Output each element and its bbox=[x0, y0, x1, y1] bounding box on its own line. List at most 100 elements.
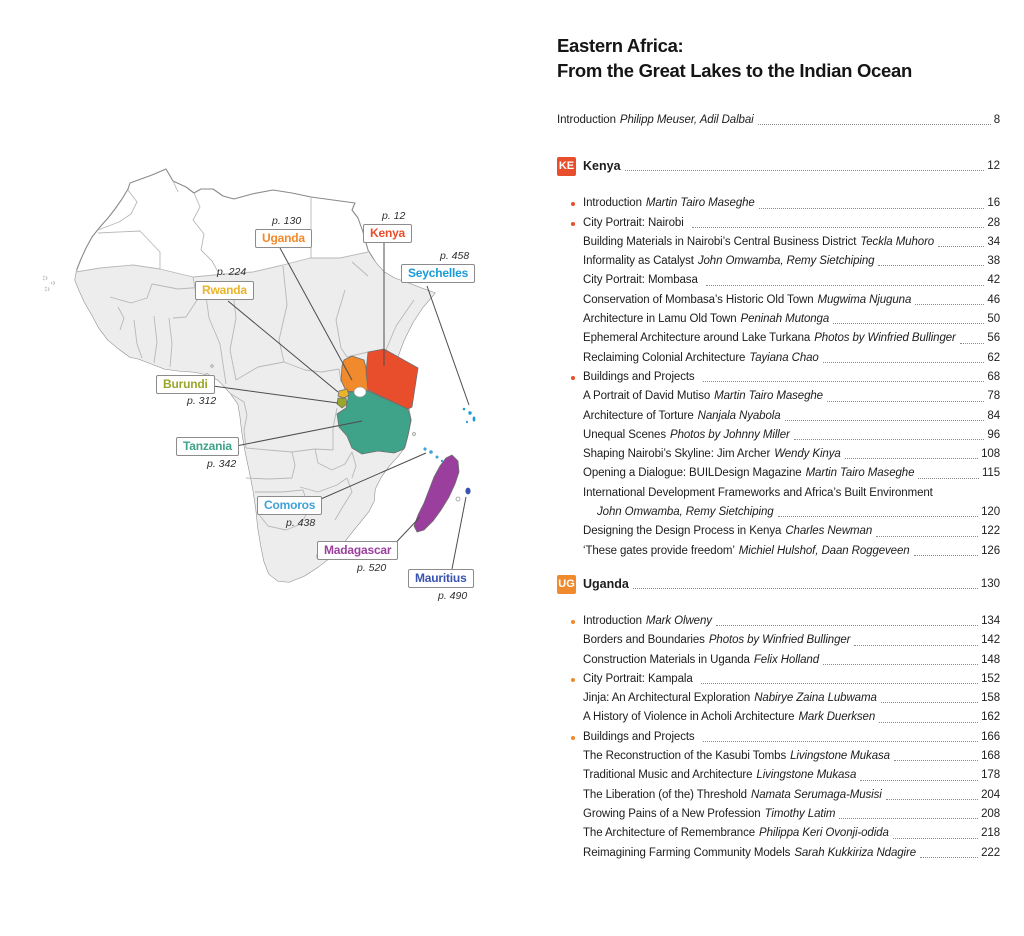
item-title: The Liberation (of the) Threshold bbox=[583, 788, 747, 801]
map-country-label: Uganda bbox=[255, 229, 312, 248]
item-page-number: 122 bbox=[981, 525, 1000, 538]
item-title: Buildings and Projects bbox=[583, 370, 695, 383]
item-title: Construction Materials in Uganda bbox=[583, 653, 750, 666]
country-code-badge: KE bbox=[557, 157, 576, 177]
item-page-number: 115 bbox=[981, 467, 1000, 480]
item-title: Ephemeral Architecture around Lake Turka… bbox=[583, 332, 811, 345]
toc-item: Opening a Dialogue: BUILDesign Magazine M… bbox=[557, 464, 1000, 483]
dotted-leader bbox=[877, 689, 981, 708]
toc-item: Construction Materials in Uganda Felix Ho… bbox=[557, 651, 1000, 670]
toc-sections: KE Kenya 12 Introduction Martin Tairo Mas… bbox=[557, 157, 1000, 863]
dotted-leader bbox=[819, 651, 981, 670]
item-page-number: 108 bbox=[981, 448, 1000, 461]
item-title: Architecture of Torture bbox=[583, 409, 694, 422]
item-page-number: 38 bbox=[987, 255, 1000, 268]
connector-rwanda bbox=[227, 300, 339, 393]
dotted-leader bbox=[914, 464, 982, 483]
item-page-number: 148 bbox=[981, 653, 1000, 666]
dotted-leader bbox=[872, 522, 981, 541]
toc-item: Building Materials in Nairobi’s Central … bbox=[557, 233, 1000, 252]
item-title: Buildings and Projects bbox=[583, 730, 695, 743]
table-of-contents: Eastern Africa: From the Great Lakes to … bbox=[557, 33, 1000, 863]
item-title: Unequal Scenes bbox=[583, 428, 666, 441]
item-bullet bbox=[571, 735, 575, 740]
dotted-leader bbox=[702, 271, 988, 290]
item-title: City Portrait: Kampala bbox=[583, 672, 693, 685]
map-page-ref: p. 490 bbox=[438, 590, 468, 602]
section-page-number: 12 bbox=[987, 160, 1000, 173]
toc-item: Conservation of Mombasa’s Historic Old T… bbox=[557, 291, 1000, 310]
country-borders bbox=[75, 180, 415, 531]
dotted-leader bbox=[874, 252, 987, 271]
item-title: Shaping Nairobi’s Skyline: Jim Archer bbox=[583, 448, 771, 461]
lake-victoria bbox=[353, 386, 367, 398]
item-bullet bbox=[571, 375, 575, 380]
item-title: The Reconstruction of the Kasubi Tombs bbox=[583, 750, 787, 763]
toc-item: City Portrait: Kampala 152 bbox=[557, 670, 1000, 689]
map-country-seychelles bbox=[462, 407, 476, 424]
dotted-leader bbox=[621, 157, 988, 176]
map-country-rwanda bbox=[337, 388, 350, 399]
page-title: Eastern Africa: From the Great Lakes to … bbox=[557, 33, 1000, 83]
map-label-uganda: p. 130 Uganda bbox=[255, 215, 312, 248]
item-title: ‘These gates provide freedom’ bbox=[583, 544, 735, 557]
item-title: Informality as Catalyst bbox=[583, 255, 694, 268]
item-page-number: 142 bbox=[981, 634, 1000, 647]
toc-item: Architecture of Torture Nanjala Nyabola 8… bbox=[557, 407, 1000, 426]
item-title: Conservation of Mombasa’s Historic Old T… bbox=[583, 293, 814, 306]
section-country-name: Uganda bbox=[583, 576, 629, 591]
section-items: Introduction Martin Tairo Maseghe 16 City… bbox=[557, 194, 1000, 561]
dotted-leader bbox=[889, 824, 981, 843]
item-page-number: 168 bbox=[981, 750, 1000, 763]
connector-tanzania bbox=[230, 420, 363, 448]
item-author: Livingstone Mukasa bbox=[790, 750, 890, 763]
map-label-seychelles: p. 458 Seychelles bbox=[401, 250, 476, 283]
item-page-number: 178 bbox=[981, 769, 1000, 782]
map-country-uganda bbox=[340, 355, 369, 393]
item-author: Photos by Winfried Bullinger bbox=[814, 332, 956, 345]
map-country-comoros bbox=[423, 447, 444, 463]
item-page-number: 28 bbox=[987, 216, 1000, 229]
item-author: Michiel Hulshof, Daan Roggeveen bbox=[738, 544, 910, 557]
item-author: Philippa Keri Ovonji-odida bbox=[759, 827, 889, 840]
section-country-name: Kenya bbox=[583, 159, 621, 174]
item-page-number: 96 bbox=[987, 428, 1000, 441]
map-page-ref: p. 342 bbox=[207, 458, 237, 470]
item-page-number: 84 bbox=[987, 409, 1000, 422]
item-author: Martin Tairo Maseghe bbox=[805, 467, 915, 480]
item-author: Photos by Winfried Bullinger bbox=[708, 634, 851, 647]
item-author: John Omwamba, Remy Sietchiping bbox=[697, 255, 875, 268]
toc-item: City Portrait: Nairobi 28 bbox=[557, 214, 1000, 233]
item-title: A History of Violence in Acholi Architec… bbox=[583, 711, 795, 724]
item-author: Mark Duerksen bbox=[798, 711, 876, 724]
map-country-mauritius bbox=[465, 487, 471, 495]
item-author: Peninah Mutonga bbox=[740, 313, 830, 326]
dotted-leader bbox=[754, 111, 994, 130]
dotted-leader bbox=[882, 786, 981, 805]
map-country-label: Kenya bbox=[363, 224, 413, 243]
connector-mauritius bbox=[451, 496, 467, 570]
dotted-leader bbox=[790, 426, 988, 445]
toc-item: Designing the Design Process in Kenya Cha… bbox=[557, 522, 1000, 541]
item-page-number: 56 bbox=[987, 332, 1000, 345]
toc-item: Ephemeral Architecture around Lake Turka… bbox=[557, 329, 1000, 348]
intro-page-number: 8 bbox=[993, 114, 1000, 126]
section-page-number: 130 bbox=[980, 577, 1000, 590]
africa-map-svg bbox=[42, 168, 476, 583]
dotted-leader bbox=[699, 368, 988, 387]
map-country-kenya bbox=[365, 348, 419, 410]
item-title: City Portrait: Mombasa bbox=[583, 274, 698, 287]
item-title: Borders and Boundaries bbox=[583, 634, 705, 647]
title-line-1: Eastern Africa: bbox=[557, 35, 684, 56]
map-page-ref: p. 458 bbox=[440, 250, 470, 262]
toc-item: Shaping Nairobi’s Skyline: Jim Archer Wen… bbox=[557, 445, 1000, 464]
section-items: Introduction Mark Olweny 134 Borders and … bbox=[557, 612, 1000, 863]
dotted-leader bbox=[823, 387, 987, 406]
item-author: Timothy Latim bbox=[764, 807, 836, 820]
item-author: Tayiana Chao bbox=[749, 351, 819, 364]
item-title: Introduction bbox=[583, 197, 642, 210]
item-title: Reimagining Farming Community Models bbox=[583, 846, 791, 859]
item-title: Designing the Design Process in Kenya bbox=[583, 525, 782, 538]
toc-item: Buildings and Projects 68 bbox=[557, 368, 1000, 387]
